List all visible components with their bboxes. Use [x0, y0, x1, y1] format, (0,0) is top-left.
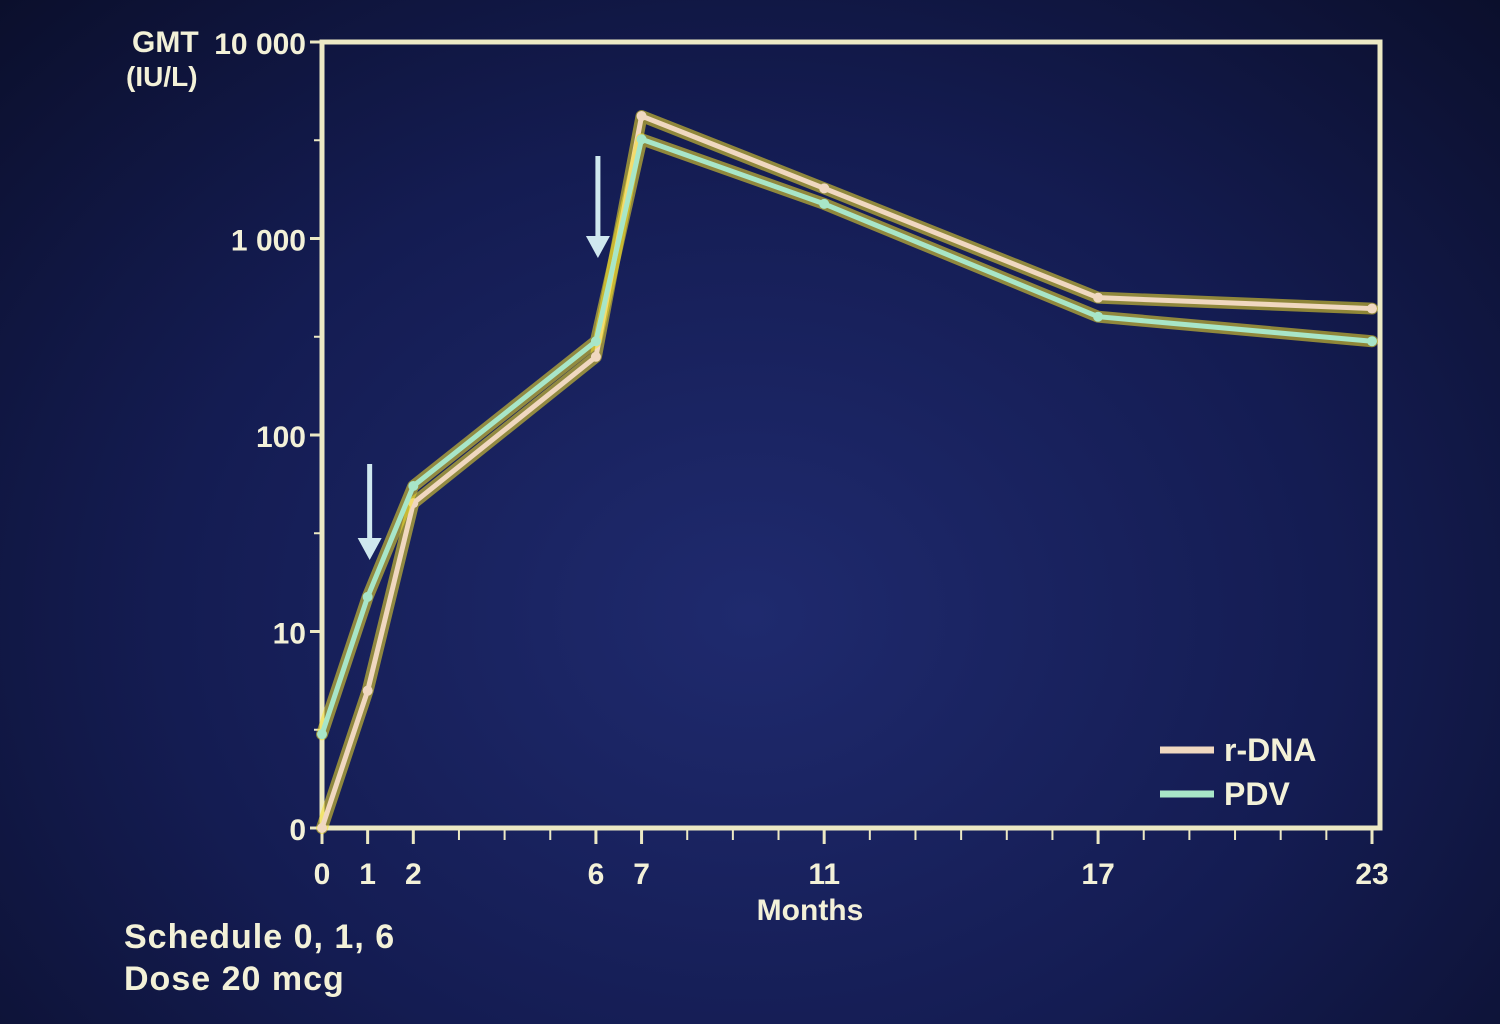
data-point [590, 336, 601, 347]
dose-arrow-head [357, 538, 382, 560]
x-tick-label: 2 [405, 858, 422, 891]
x-axis-title: Months [757, 894, 864, 927]
legend: r-DNA PDV [1160, 732, 1316, 812]
data-point [317, 823, 327, 833]
y-tick-label: 10 [273, 618, 306, 651]
data-point [819, 198, 830, 209]
x-tick-label: 11 [808, 858, 840, 891]
x-axis: 0 1 2 6 7 11 17 23 [314, 828, 1389, 891]
data-point [362, 591, 373, 602]
x-tick-label: 17 [1081, 858, 1114, 891]
series-glow-r-dna [316, 110, 1378, 834]
data-point [636, 134, 647, 145]
data-point [636, 111, 647, 122]
y-tick-label: 10 000 [214, 28, 306, 61]
data-point [1367, 336, 1377, 347]
series-line-r-dna [319, 113, 1375, 831]
schedule-note: Schedule 0, 1, 6 [124, 918, 396, 956]
series-lines [316, 110, 1378, 834]
dose-arrows [357, 156, 610, 560]
x-tick-label: 0 [314, 858, 331, 891]
data-point [362, 685, 373, 696]
x-tick-label: 7 [633, 858, 650, 891]
series-glow-pdv [316, 133, 1378, 741]
y-tick-label: 0 [289, 814, 306, 847]
legend-label: r-DNA [1224, 732, 1316, 768]
y-tick-label: 100 [256, 421, 306, 454]
data-point [590, 351, 601, 362]
data-point [408, 481, 419, 492]
x-tick-label: 6 [588, 858, 605, 891]
dose-arrow-head [585, 236, 610, 258]
data-point [317, 729, 327, 740]
data-point [1093, 311, 1104, 322]
data-point [819, 183, 830, 194]
dose-note: Dose 20 mcg [124, 960, 345, 998]
data-point [1367, 303, 1377, 314]
y-axis-title-line2: (IU/L) [126, 61, 198, 92]
x-tick-label: 1 [359, 858, 376, 891]
y-axis-title-line1: GMT [132, 26, 199, 59]
legend-label: PDV [1224, 776, 1290, 812]
series-line-pdv [319, 136, 1375, 737]
x-tick-label: 23 [1355, 858, 1388, 891]
y-tick-label: 1 000 [231, 225, 306, 258]
data-point [1093, 292, 1104, 303]
